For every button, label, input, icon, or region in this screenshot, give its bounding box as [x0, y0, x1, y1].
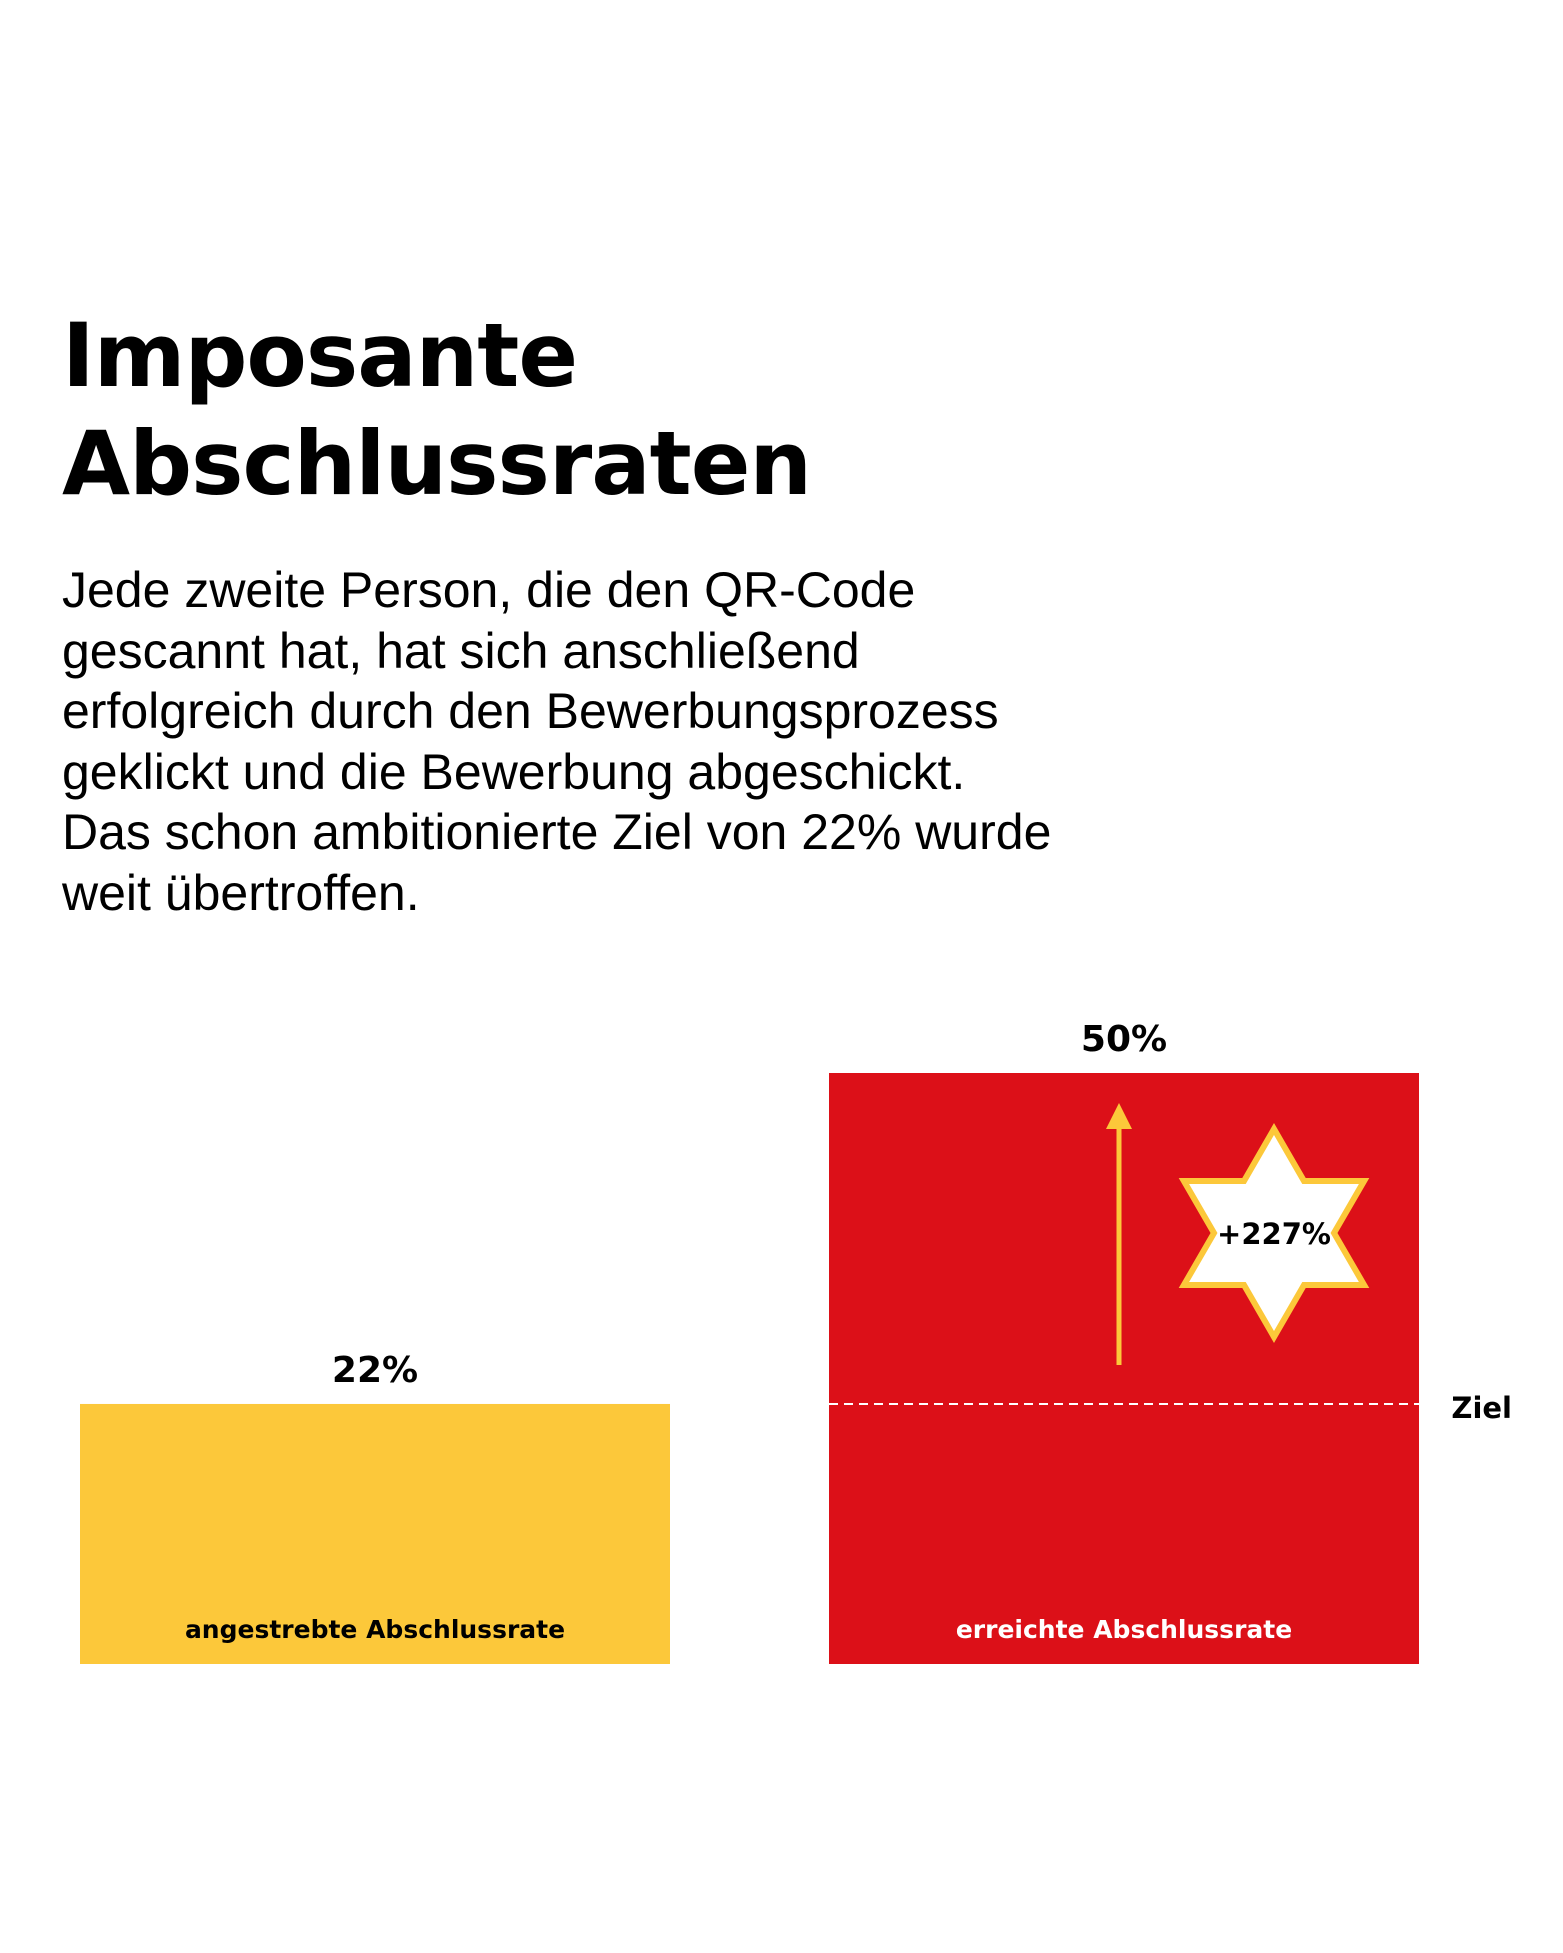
bar-achieved: [829, 1073, 1419, 1664]
description-line-3: erfolgreich durch den Bewerbungsprozess: [62, 683, 999, 739]
category-label-target: angestrebte Abschlussrate: [185, 1615, 565, 1644]
page-title-line-1: Imposante: [62, 304, 578, 407]
description-paragraph: Jede zweite Person, die den QR-Code gesc…: [62, 560, 1362, 923]
goal-label: Ziel: [1451, 1391, 1512, 1425]
bar-target: [80, 1403, 670, 1664]
description-line-2: gescannt hat, hat sich anschließend: [62, 622, 860, 679]
description-line-6: weit übertroffen.: [62, 864, 420, 921]
description-line-5: Das schon ambitionierte Ziel von 22% wur…: [62, 804, 1052, 860]
increase-badge-label: +227%: [1217, 1217, 1331, 1251]
description-line-4: geklickt und die Bewerbung abgeschickt.: [62, 743, 966, 800]
page-title-line-2: Abschlussraten: [62, 412, 812, 515]
value-label-achieved: 50%: [1081, 1019, 1167, 1060]
description-line-1: Jede zweite Person, die den QR-Code: [62, 562, 916, 618]
star-badge-icon: [1178, 1122, 1370, 1344]
increase-arrow-head-icon: [1106, 1103, 1132, 1129]
page-title: Imposante Abschlussraten: [62, 302, 1262, 518]
category-label-achieved: erreichte Abschlussrate: [956, 1615, 1292, 1644]
value-label-target: 22%: [332, 1350, 418, 1391]
